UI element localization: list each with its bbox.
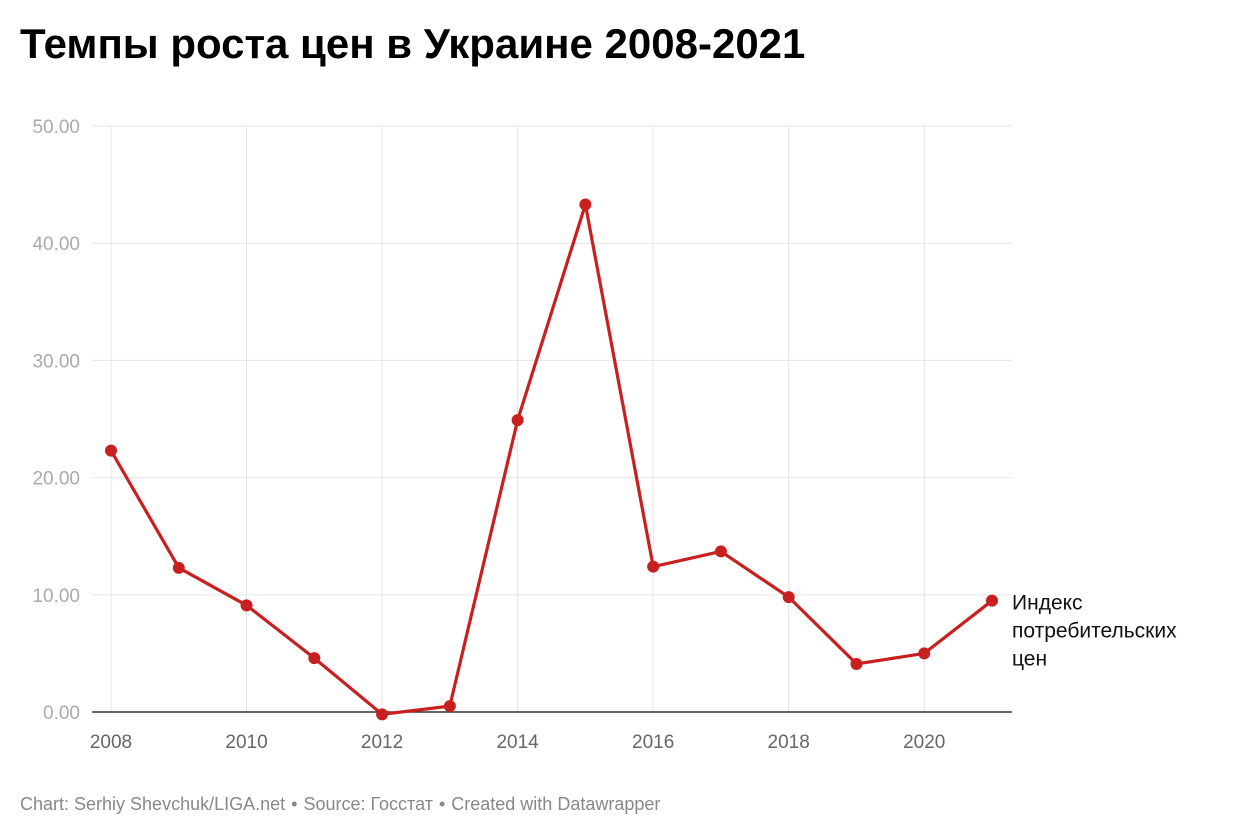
y-tick-label: 50.00 [32,117,80,138]
gridlines [92,125,1012,712]
chart-source: Source: Госстат [303,794,433,814]
data-point [782,591,795,604]
y-tick-label: 20.00 [32,469,80,490]
x-tick-label: 2020 [903,732,945,753]
footer-separator: • [291,794,298,814]
series-label-group: Индекс потребительских цен [1012,592,1177,671]
chart-footer: Chart: Serhiy Shevchuk/LIGA.net • Source: … [20,794,660,815]
data-point [376,708,389,721]
data-points [105,198,998,721]
series-line-group [109,202,994,716]
x-tick-label: 2012 [361,732,403,753]
data-point [986,594,998,607]
x-tick-label: 2010 [225,732,267,753]
series-label-line: Индекс [1012,592,1083,615]
x-tick-label: 2008 [90,732,132,753]
data-point [308,652,321,665]
created-with: Created with Datawrapper [451,794,661,814]
x-tick-label: 2016 [632,732,674,753]
data-point [850,657,863,670]
series-label-line: цен [1012,648,1047,671]
x-tick-label: 2018 [768,732,810,753]
data-point [511,414,524,427]
footer-separator: • [438,794,446,814]
data-point [918,647,931,660]
axes: 0.00 10.00 20.00 30.00 40.00 50.00 2008 2010 201… [32,117,1012,753]
chart-credit: Chart: Serhiy Shevchuk/LIGA.net [20,794,286,814]
y-tick-label: 10.00 [32,586,80,607]
data-point [714,545,727,558]
series-label: Индекс потребительских цен [1012,592,1177,671]
series-line [109,202,994,716]
data-point [240,599,253,612]
data-point [172,561,185,574]
y-tick-label: 0.00 [43,703,80,724]
data-point [579,198,592,211]
y-tick-label: 40.00 [32,234,80,255]
x-tick-label: 2014 [496,732,539,753]
chart-title: Темпы роста цен в Украине 2008-2021 [20,20,806,67]
data-point [105,444,117,457]
data-point [647,560,660,573]
y-tick-label: 30.00 [32,351,80,372]
series-label-line: потребительских [1012,620,1177,643]
data-point [443,700,456,713]
